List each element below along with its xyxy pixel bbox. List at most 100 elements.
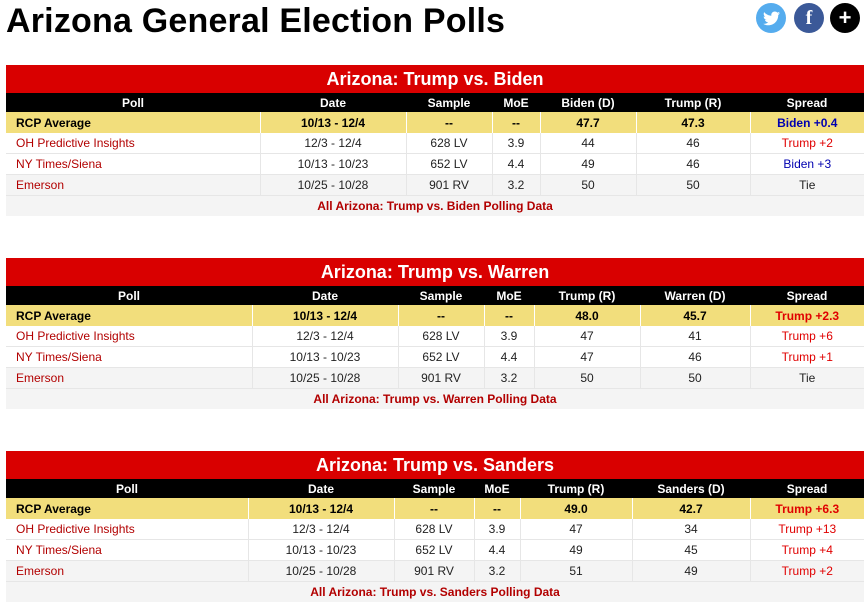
- moe-cell: --: [491, 112, 540, 133]
- date-cell: 10/13 - 10/23: [259, 153, 406, 175]
- column-header[interactable]: Poll: [6, 286, 252, 305]
- column-header[interactable]: Poll: [6, 93, 260, 112]
- sample-cell: 652 LV: [405, 153, 492, 175]
- table-caption: Arizona: Trump vs. Sanders: [6, 451, 865, 479]
- poll-link[interactable]: NY Times/Siena: [6, 153, 260, 175]
- all-polling-data-link[interactable]: All Arizona: Trump vs. Sanders Polling D…: [6, 581, 865, 602]
- sample-cell: --: [397, 305, 484, 326]
- poll-link[interactable]: OH Predictive Insights: [6, 519, 248, 540]
- sample-cell: 628 LV: [393, 519, 474, 540]
- moe-cell: --: [483, 305, 534, 326]
- column-header[interactable]: Biden (D): [540, 93, 636, 112]
- date-cell: 12/3 - 12/4: [247, 519, 394, 540]
- table-row: Emerson 10/25 - 10/28 901 RV 3.2 50 50 T…: [6, 174, 865, 196]
- candidate-b-cell: 49: [631, 560, 750, 582]
- candidate-a-cell: 49: [519, 539, 632, 561]
- candidate-a-cell: 48.0: [533, 305, 640, 326]
- column-header[interactable]: Spread: [750, 93, 865, 112]
- candidate-a-cell: 44: [539, 133, 636, 154]
- poll-link[interactable]: OH Predictive Insights: [6, 326, 252, 347]
- rcp-average-row: RCP Average 10/13 - 12/4 -- -- 49.0 42.7…: [6, 498, 865, 519]
- date-cell: 10/13 - 12/4: [247, 498, 394, 519]
- all-polling-data-link[interactable]: All Arizona: Trump vs. Biden Polling Dat…: [6, 195, 865, 216]
- spread-cell: Tie: [749, 174, 865, 196]
- sample-cell: --: [405, 112, 492, 133]
- spread-cell: Trump +2.3: [749, 305, 864, 326]
- candidate-b-cell: 46: [635, 133, 750, 154]
- column-header[interactable]: Trump (R): [520, 479, 632, 498]
- column-header[interactable]: MoE: [484, 286, 534, 305]
- table-row: Emerson 10/25 - 10/28 901 RV 3.2 50 50 T…: [6, 367, 864, 389]
- moe-cell: 4.4: [491, 153, 540, 175]
- spread-cell: Trump +13: [749, 519, 865, 540]
- candidate-b-cell: 34: [631, 519, 750, 540]
- column-header[interactable]: Warren (D): [640, 286, 750, 305]
- table-caption: Arizona: Trump vs. Biden: [6, 65, 865, 93]
- moe-cell: 4.4: [483, 346, 534, 368]
- column-header[interactable]: Trump (R): [636, 93, 750, 112]
- column-header[interactable]: Date: [260, 93, 406, 112]
- candidate-b-cell: 45.7: [639, 305, 750, 326]
- all-polling-data-link[interactable]: All Arizona: Trump vs. Warren Polling Da…: [6, 388, 864, 409]
- column-header[interactable]: Sanders (D): [632, 479, 750, 498]
- moe-cell: 3.9: [491, 133, 540, 154]
- candidate-b-cell: 50: [635, 174, 750, 196]
- date-cell: 10/25 - 10/28: [247, 560, 394, 582]
- sample-cell: 901 RV: [405, 174, 492, 196]
- spread-cell: Tie: [749, 367, 864, 389]
- column-header[interactable]: Sample: [406, 93, 492, 112]
- poll-table-biden: Arizona: Trump vs. Biden Poll Date Sampl…: [6, 65, 865, 216]
- moe-cell: 4.4: [473, 539, 520, 561]
- table-caption: Arizona: Trump vs. Warren: [6, 258, 864, 286]
- column-header[interactable]: Date: [248, 479, 394, 498]
- date-cell: 12/3 - 12/4: [251, 326, 398, 347]
- poll-table-warren: Arizona: Trump vs. Warren Poll Date Samp…: [6, 258, 864, 409]
- table-row: NY Times/Siena 10/13 - 10/23 652 LV 4.4 …: [6, 153, 865, 175]
- candidate-b-cell: 46: [635, 153, 750, 175]
- column-header[interactable]: MoE: [474, 479, 520, 498]
- sample-cell: 901 RV: [393, 560, 474, 582]
- moe-cell: 3.9: [483, 326, 534, 347]
- column-header[interactable]: Spread: [750, 286, 864, 305]
- column-header[interactable]: Sample: [398, 286, 484, 305]
- candidate-a-cell: 47: [519, 519, 632, 540]
- sample-cell: 901 RV: [397, 367, 484, 389]
- poll-link[interactable]: OH Predictive Insights: [6, 133, 260, 154]
- poll-link[interactable]: Emerson: [6, 367, 252, 389]
- spread-cell: Trump +6: [749, 326, 864, 347]
- candidate-a-cell: 51: [519, 560, 632, 582]
- poll-link[interactable]: NY Times/Siena: [6, 346, 252, 368]
- twitter-share-button[interactable]: [756, 3, 786, 33]
- moe-cell: 3.2: [491, 174, 540, 196]
- poll-link[interactable]: Emerson: [6, 174, 260, 196]
- poll-name: RCP Average: [6, 498, 248, 519]
- facebook-icon: f: [805, 6, 813, 29]
- column-header[interactable]: Date: [252, 286, 398, 305]
- column-header[interactable]: Poll: [6, 479, 248, 498]
- candidate-a-cell: 50: [539, 174, 636, 196]
- spread-cell: Trump +6.3: [749, 498, 865, 519]
- date-cell: 10/13 - 12/4: [259, 112, 406, 133]
- column-header[interactable]: Sample: [394, 479, 474, 498]
- candidate-b-cell: 50: [639, 367, 750, 389]
- spread-cell: Trump +1: [749, 346, 864, 368]
- spread-cell: Biden +3: [749, 153, 865, 175]
- table-row: OH Predictive Insights 12/3 - 12/4 628 L…: [6, 326, 864, 347]
- poll-table-sanders: Arizona: Trump vs. Sanders Poll Date Sam…: [6, 451, 865, 602]
- poll-link[interactable]: NY Times/Siena: [6, 539, 248, 561]
- candidate-a-cell: 50: [533, 367, 640, 389]
- candidate-b-cell: 41: [639, 326, 750, 347]
- moe-cell: 3.2: [473, 560, 520, 582]
- poll-link[interactable]: Emerson: [6, 560, 248, 582]
- sample-cell: --: [393, 498, 474, 519]
- column-header[interactable]: Trump (R): [534, 286, 640, 305]
- sample-cell: 628 LV: [405, 133, 492, 154]
- poll-name: RCP Average: [6, 112, 260, 133]
- column-header[interactable]: MoE: [492, 93, 540, 112]
- column-header[interactable]: Spread: [750, 479, 865, 498]
- spread-cell: Trump +4: [749, 539, 865, 561]
- more-share-button[interactable]: +: [830, 3, 860, 33]
- candidate-a-cell: 49.0: [519, 498, 632, 519]
- table-row: NY Times/Siena 10/13 - 10/23 652 LV 4.4 …: [6, 346, 864, 368]
- facebook-share-button[interactable]: f: [794, 3, 824, 33]
